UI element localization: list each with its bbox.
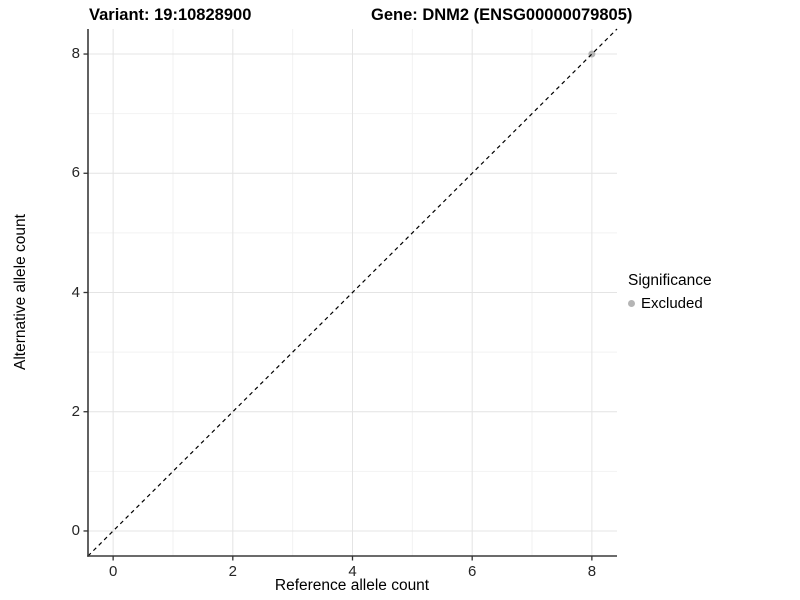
identity-dashed-line — [87, 28, 618, 557]
legend-item-label: Excluded — [641, 295, 703, 312]
y-axis-tick-label: 0 — [71, 521, 80, 539]
legend: Significance Excluded — [628, 272, 712, 312]
legend-item-excluded: Excluded — [628, 295, 712, 312]
x-axis-tick-label: 2 — [228, 563, 237, 580]
plot-title-gene: Gene: DNM2 (ENSG00000079805) — [371, 6, 633, 24]
y-axis-tick-label: 4 — [71, 283, 80, 301]
y-axis-tick-label: 2 — [71, 402, 80, 420]
y-axis-tick-label: 8 — [71, 45, 80, 63]
x-axis-tick-label: 4 — [348, 563, 357, 580]
x-axis-tick-label: 0 — [108, 563, 118, 580]
x-axis-tick-label: 6 — [468, 563, 477, 580]
excluded-point-icon — [628, 300, 635, 307]
y-axis-title: Alternative allele count — [12, 214, 29, 370]
legend-title: Significance — [628, 272, 712, 289]
x-axis-tick-label: 8 — [587, 563, 597, 580]
y-axis-tick-label: 6 — [71, 164, 80, 182]
x-axis-title: Reference allele count — [274, 577, 430, 594]
plot-title-variant: Variant: 19:10828900 — [89, 6, 252, 24]
